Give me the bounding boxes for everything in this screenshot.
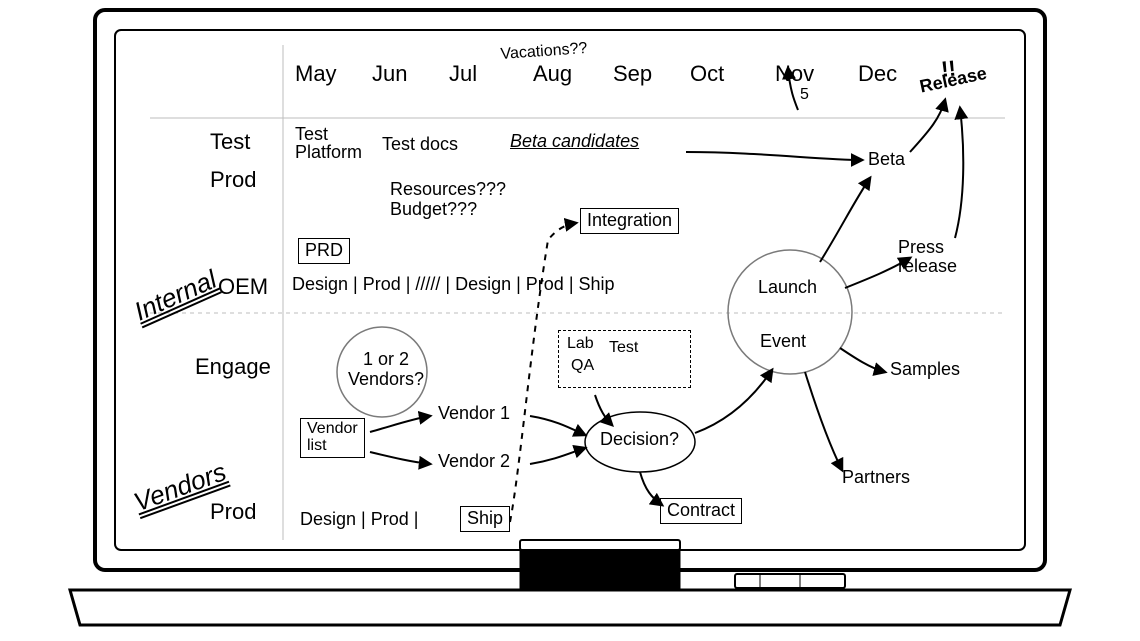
node-event: Event: [760, 332, 806, 352]
node-prod-seq-ship: Ship: [460, 506, 510, 532]
marker-tray-lip: [520, 540, 680, 550]
month-jun: Jun: [372, 62, 407, 86]
node-decision: Decision?: [600, 430, 679, 450]
node-lab-qa-box: Lab Test QA: [558, 330, 691, 388]
row-test: Test: [210, 130, 250, 154]
node-press-release: Pressrelease: [898, 238, 957, 276]
node-lab: Lab: [567, 335, 594, 353]
eraser: [735, 574, 845, 588]
annot-resources: Resources???: [390, 180, 506, 200]
node-contract: Contract: [660, 498, 742, 524]
annot-budget: Budget???: [390, 200, 477, 220]
node-integration: Integration: [580, 208, 679, 234]
node-oem-seq: Design | Prod | ///// | Design | Prod | …: [292, 275, 615, 295]
marker-tray: [520, 546, 680, 588]
node-vendor1: Vendor 1: [438, 404, 510, 424]
node-launch: Launch: [758, 278, 817, 298]
node-test-docs: Test docs: [382, 135, 458, 155]
month-sep: Sep: [613, 62, 652, 86]
month-jul: Jul: [449, 62, 477, 86]
node-beta-candidates: Beta candidates: [510, 132, 639, 152]
node-vendors-question: 1 or 2Vendors?: [348, 350, 424, 390]
month-dec: Dec: [858, 62, 897, 86]
node-labtest: Test: [609, 339, 638, 357]
annot-nov5: 5: [800, 86, 809, 104]
month-nov: Nov: [775, 62, 814, 86]
node-vendor2: Vendor 2: [438, 452, 510, 472]
row-oem: OEM: [218, 275, 268, 299]
node-prd: PRD: [298, 238, 350, 264]
node-prod-seq-prefix: Design | Prod |: [300, 510, 418, 530]
board-svg: [0, 0, 1140, 641]
month-oct: Oct: [690, 62, 724, 86]
month-may: May: [295, 62, 337, 86]
board-ledge: [70, 590, 1070, 625]
node-vendor-list: Vendorlist: [300, 418, 365, 458]
node-samples: Samples: [890, 360, 960, 380]
node-test-platform: TestPlatform: [295, 125, 362, 161]
row-prod-bottom: Prod: [210, 500, 256, 524]
row-prod-top: Prod: [210, 168, 256, 192]
node-partners: Partners: [842, 468, 910, 488]
row-engage: Engage: [195, 355, 271, 379]
month-aug: Aug: [533, 62, 572, 86]
whiteboard-diagram: May Jun Jul Vacations?? Aug Sep Oct Nov …: [0, 0, 1140, 641]
node-test-platform-l1: TestPlatform: [295, 124, 362, 162]
node-qa: QA: [571, 357, 594, 375]
node-beta: Beta: [868, 150, 905, 170]
